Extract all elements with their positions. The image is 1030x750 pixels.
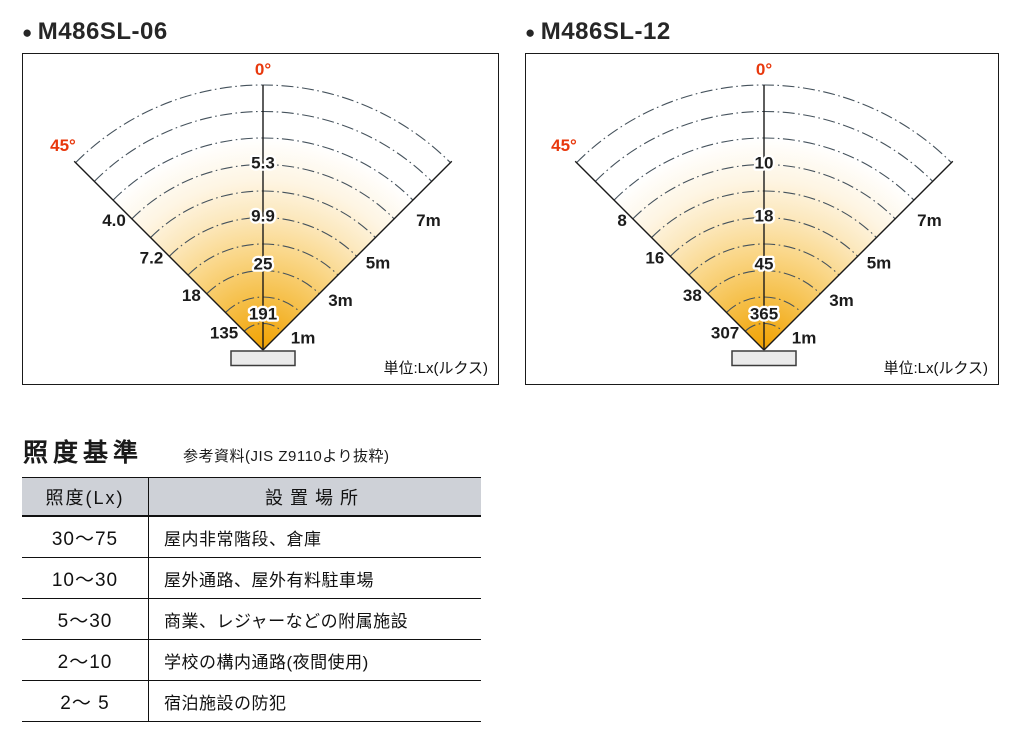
distance-label-1m: 1m — [792, 328, 817, 347]
lux-label-edge-1m: 307 — [711, 323, 739, 342]
unit-label: 単位:Lx(ルクス) — [383, 360, 488, 377]
place-cell: 商業、レジャーなどの附属施設 — [148, 598, 481, 640]
lux-range-cell: 2〜 5 — [22, 680, 149, 722]
angle-label-0deg: 0° — [756, 60, 772, 79]
place-cell: 屋外通路、屋外有料駐車場 — [148, 557, 481, 599]
lux-range-cell: 5〜30 — [22, 598, 149, 640]
fan-chart-svg: 0° 45° 5.3 4.0 7m 9.9 7.2 5m 25 18 3m 191 135 1m 単位:Lx… — [50, 60, 488, 377]
lux-label-edge-3m: 18 — [182, 286, 201, 305]
distance-label-7m: 7m — [416, 211, 441, 230]
place-cell: 学校の構内通路(夜間使用) — [148, 639, 481, 681]
lux-label-edge-5m: 7.2 — [140, 248, 164, 267]
distance-label-5m: 5m — [867, 253, 892, 272]
chart-title-m486sl-12: ● M486SL-12 — [525, 20, 999, 44]
standards-source-note: 参考資料(JIS Z9110より抜粋) — [183, 448, 390, 465]
standards-section: 照度基準 参考資料(JIS Z9110より抜粋) 照度(Lx) 設置場所 30〜… — [22, 441, 482, 722]
lux-label-center-5m: 9.9 — [251, 207, 275, 226]
distance-label-5m: 5m — [366, 253, 391, 272]
standards-heading-row: 照度基準 参考資料(JIS Z9110より抜粋) — [23, 441, 482, 466]
fan-chart-m486sl-06: 0° 45° 5.3 4.0 7m 9.9 7.2 5m 25 18 3m 191 135 1m 単位:Lx… — [22, 53, 499, 385]
lux-label-center-1m: 365 — [750, 305, 778, 324]
lux-label-center-7m: 10 — [755, 154, 774, 173]
chart-title-m486sl-06: ● M486SL-06 — [22, 20, 499, 44]
chart-block-m486sl-12: ● M486SL-12 0° 45° 10 8 7m 18 16 5m 45 38 3m 365 307… — [525, 20, 999, 385]
lux-label-center-3m: 45 — [755, 255, 774, 274]
unit-label: 単位:Lx(ルクス) — [883, 360, 988, 377]
beam-edge-line-left — [73, 160, 264, 351]
lux-label-edge-1m: 135 — [210, 323, 238, 342]
beam-edge-line-right — [763, 160, 954, 351]
light-fixture-icon — [731, 350, 797, 367]
chart-title-text: M486SL-06 — [37, 18, 168, 45]
column-header-place: 設置場所 — [148, 477, 481, 517]
standards-table: 照度(Lx) 設置場所 30〜75 屋内非常階段、倉庫 10〜30 屋外通路、屋… — [22, 477, 481, 722]
distance-label-3m: 3m — [829, 291, 854, 310]
fan-chart-m486sl-12: 0° 45° 10 8 7m 18 16 5m 45 38 3m 365 307 1m 単位:Lx(ルクス) — [525, 53, 999, 385]
chart-title-text: M486SL-12 — [540, 18, 671, 45]
chart-block-m486sl-06: ● M486SL-06 0° 45° 5.3 4.0 7m 9.9 7.2 5m 25 18 3m 1… — [22, 20, 499, 385]
lux-range-cell: 2〜10 — [22, 639, 149, 681]
lux-label-edge-7m: 8 — [617, 211, 626, 230]
angle-label-0deg: 0° — [255, 60, 271, 79]
table-row: 2〜10 学校の構内通路(夜間使用) — [22, 639, 481, 681]
column-header-lux: 照度(Lx) — [22, 477, 149, 517]
beam-edge-line-right — [262, 160, 453, 351]
distance-label-7m: 7m — [917, 211, 942, 230]
place-cell: 宿泊施設の防犯 — [148, 680, 481, 722]
lux-label-center-5m: 18 — [755, 207, 774, 226]
place-cell: 屋内非常階段、倉庫 — [148, 516, 481, 558]
lux-range-cell: 10〜30 — [22, 557, 149, 599]
lux-label-edge-7m: 4.0 — [102, 211, 126, 230]
lux-label-edge-3m: 38 — [683, 286, 702, 305]
lux-label-center-7m: 5.3 — [251, 154, 275, 173]
table-row: 5〜30 商業、レジャーなどの附属施設 — [22, 598, 481, 640]
table-header-row: 照度(Lx) 設置場所 — [22, 477, 481, 517]
lux-label-center-3m: 25 — [254, 255, 273, 274]
distance-label-3m: 3m — [328, 291, 353, 310]
angle-label-45deg: 45° — [50, 136, 76, 155]
lux-label-edge-5m: 16 — [645, 248, 664, 267]
distance-label-1m: 1m — [291, 328, 316, 347]
light-fixture-icon — [230, 350, 296, 367]
standards-heading: 照度基準 — [23, 439, 144, 467]
bullet-icon: ● — [525, 22, 536, 42]
lux-range-cell: 30〜75 — [22, 516, 149, 558]
angle-label-45deg: 45° — [551, 136, 577, 155]
table-row: 10〜30 屋外通路、屋外有料駐車場 — [22, 557, 481, 599]
table-row: 2〜 5 宿泊施設の防犯 — [22, 680, 481, 722]
fan-chart-svg: 0° 45° 10 8 7m 18 16 5m 45 38 3m 365 307 1m 単位:Lx(ルクス) — [551, 60, 988, 377]
table-row: 30〜75 屋内非常階段、倉庫 — [22, 516, 481, 558]
bullet-icon: ● — [22, 22, 33, 42]
lux-label-center-1m: 191 — [249, 305, 277, 324]
beam-edge-line-left — [574, 160, 765, 351]
